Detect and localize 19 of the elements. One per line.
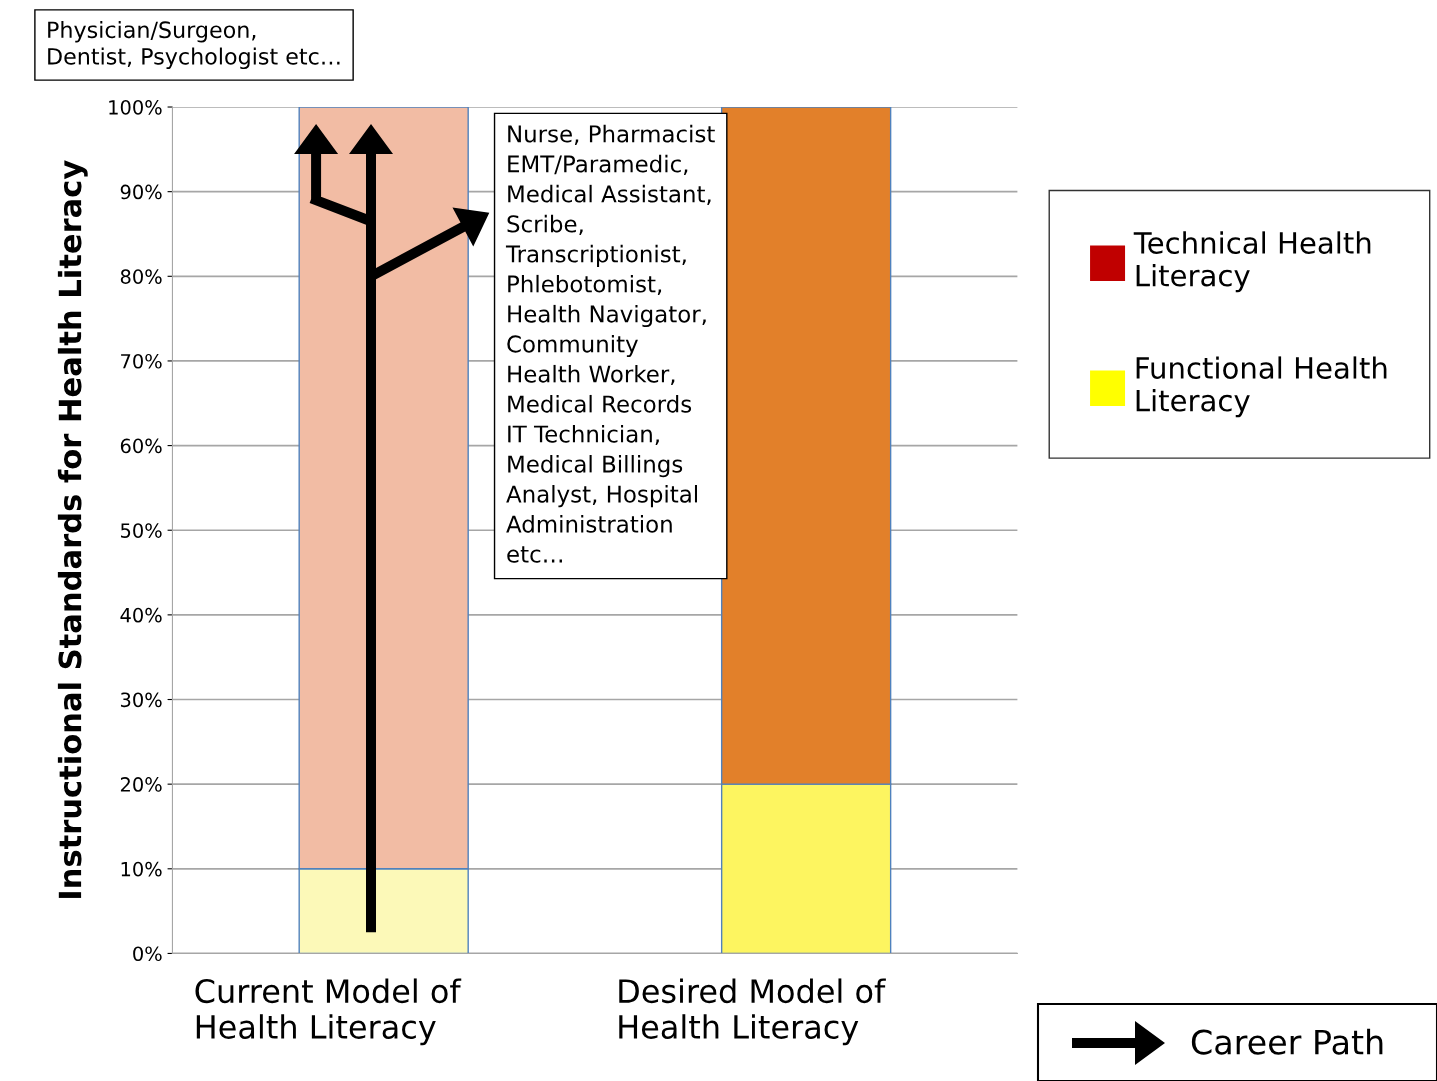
y-tick-label: 0% (133, 946, 162, 962)
y-tick-label: 40% (120, 607, 162, 623)
y-tick-label: 10% (121, 861, 162, 877)
y-tick-label: 90% (120, 184, 162, 200)
y-tick-label: 60% (120, 438, 162, 454)
x-tick-label: Desired Model of Health Literacy (619, 978, 886, 1046)
y-tick-label: 50% (121, 523, 162, 538)
y-tick-label: 30% (120, 692, 162, 708)
text: Functional Health Literacy (1136, 356, 1387, 418)
text: Physician/Surgeon, Dentist, Psychologist etc… (48, 20, 340, 70)
y-tick-label: 80% (120, 269, 162, 284)
text: Nurse, Pharmacist EMT/Paramedic, Medical Assistant, Scribe, Transcriptionist, Phlebotomist, Health Navigator, Community Health Worker, Medical Records IT Technician, Medical Billings Analyst, Hospital Administration etc… (505, 124, 715, 563)
text: Technical Health Literacy (1133, 231, 1371, 293)
y-tick-label: 20% (120, 777, 162, 792)
x-tick-label: Current Model of Health Literacy (195, 978, 462, 1046)
y-tick-label: 70% (121, 353, 162, 369)
y-tick-label: 100% (109, 99, 162, 115)
y-axis-title: Instructional Standards for Health Literacy (57, 160, 88, 898)
text: Career Path (1191, 1028, 1383, 1055)
